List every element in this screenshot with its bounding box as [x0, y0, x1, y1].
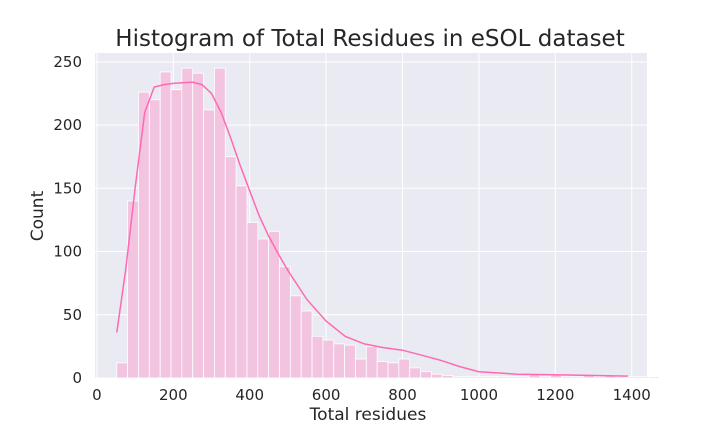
y-tick-label: 150	[53, 179, 82, 197]
histogram-bar	[159, 71, 172, 379]
x-tick-label: 0	[92, 386, 102, 404]
histogram-bar	[572, 376, 584, 379]
histogram-bar	[647, 376, 660, 379]
histogram-bar	[170, 89, 183, 379]
histogram-bar	[344, 344, 356, 379]
histogram-bar	[355, 358, 367, 379]
histogram-bar	[637, 376, 649, 379]
y-tick-label: 100	[53, 243, 82, 261]
histogram-bar	[626, 376, 638, 379]
histogram-bar	[485, 376, 497, 379]
histogram-bar	[463, 376, 476, 379]
x-tick-label: 600	[312, 386, 341, 404]
y-axis-label: Count	[28, 190, 48, 241]
y-tick-label: 50	[63, 306, 82, 324]
x-tick-label: 1400	[613, 386, 651, 404]
histogram-bar	[235, 185, 248, 379]
histogram-bar	[365, 345, 378, 379]
histogram-bar	[333, 343, 346, 379]
x-axis-label: Total residues	[309, 405, 427, 425]
histogram-bar	[496, 376, 508, 379]
histogram-bar	[452, 376, 465, 379]
x-tick-labels: 0 200 400 600 800 1000 1200 1400	[92, 386, 651, 404]
histogram-bar	[181, 67, 194, 379]
x-tick-label: 1000	[460, 386, 498, 404]
y-tick-label: 0	[72, 369, 82, 387]
histogram-bar	[289, 295, 302, 379]
y-tick-label: 200	[53, 116, 82, 134]
histogram-bar	[203, 109, 215, 379]
kde-curve	[116, 81, 628, 377]
histogram-bar	[430, 373, 443, 379]
histogram-bar	[474, 376, 487, 379]
histogram-bar	[539, 376, 552, 379]
histogram-bar	[561, 376, 573, 379]
chart-title: Histogram of Total Residues in eSOL data…	[115, 26, 624, 52]
histogram-bar	[420, 371, 432, 379]
histogram-bar	[376, 361, 389, 379]
histogram-bar	[300, 310, 313, 379]
histogram-bar	[192, 72, 204, 379]
histogram-bar	[246, 222, 259, 379]
histogram-bars	[116, 67, 660, 379]
histogram-bar	[398, 358, 411, 379]
histogram-bar	[257, 238, 270, 379]
x-tick-label: 400	[235, 386, 264, 404]
histogram-bar	[148, 99, 161, 379]
histogram-bar	[311, 335, 324, 379]
histogram-bar	[615, 376, 628, 379]
histogram-bar	[409, 367, 421, 379]
histogram-bar	[127, 200, 139, 379]
histogram-bar	[279, 266, 291, 379]
histogram-bar	[441, 375, 454, 379]
y-tick-labels: 0 50 100 150 200 250	[53, 53, 82, 387]
histogram-bar	[116, 362, 129, 379]
x-tick-label: 1200	[536, 386, 574, 404]
x-tick-label: 200	[159, 386, 188, 404]
histogram-bar	[322, 339, 335, 379]
histogram-bar	[387, 362, 400, 379]
histogram-bar	[593, 376, 606, 379]
histogram-bar	[506, 376, 519, 379]
x-tick-label: 800	[388, 386, 417, 404]
histogram-bar	[517, 376, 530, 379]
histogram-bar	[138, 91, 150, 379]
y-tick-label: 250	[53, 53, 82, 71]
histogram-bar	[214, 67, 226, 379]
histogram-bar	[224, 156, 237, 379]
